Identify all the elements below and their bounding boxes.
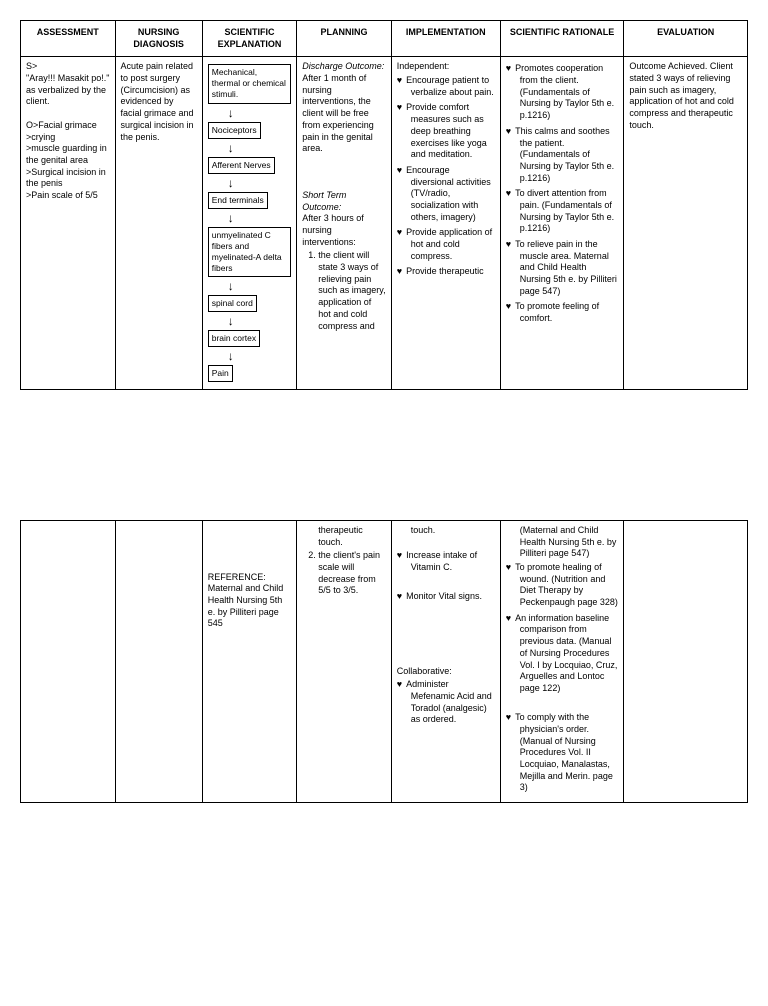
rat-item: Promotes cooperation from the client. (F… bbox=[506, 63, 619, 121]
short-list: the client will state 3 ways of relievin… bbox=[302, 250, 386, 332]
rat-item: To divert attention from pain. (Fundamen… bbox=[506, 188, 619, 235]
flow-box: End terminals bbox=[208, 192, 268, 209]
planning-cell-2: therapeutic touch. the client's pain sca… bbox=[297, 520, 392, 802]
nursing-care-plan-table: ASSESSMENT NURSING DIAGNOSIS SCIENTIFIC … bbox=[20, 20, 748, 390]
assessment-s-text: "Aray!!! Masakit po!." as verbalized by … bbox=[26, 73, 110, 108]
short-intro: After 3 hours of nursing interventions: bbox=[302, 213, 386, 248]
assessment-o-item: >Surgical incision in the penis bbox=[26, 167, 110, 190]
evaluation-text: Outcome Achieved. Client stated 3 ways o… bbox=[629, 61, 742, 131]
discharge-label: Discharge Outcome: bbox=[302, 61, 386, 73]
short-label: Short Term Outcome: bbox=[302, 190, 386, 213]
independent-list: Encourage patient to verbalize about pai… bbox=[397, 75, 495, 278]
ind-item: Encourage patient to verbalize about pai… bbox=[397, 75, 495, 98]
rationale-cell: Promotes cooperation from the client. (F… bbox=[500, 57, 624, 390]
short-item-2: the client's pain scale will decrease fr… bbox=[318, 550, 386, 597]
ind-item: Encourage diversional activities (TV/rad… bbox=[397, 165, 495, 223]
arrow-icon: ↓ bbox=[228, 142, 292, 154]
rat-item: An information baseline comparison from … bbox=[506, 613, 619, 695]
assessment-cell: S> "Aray!!! Masakit po!." as verbalized … bbox=[21, 57, 116, 390]
arrow-icon: ↓ bbox=[228, 107, 292, 119]
flow-box: Pain bbox=[208, 365, 233, 382]
header-assessment: ASSESSMENT bbox=[21, 21, 116, 57]
flow-box: brain cortex bbox=[208, 330, 260, 347]
rat-item: To relieve pain in the muscle area. Mate… bbox=[506, 239, 619, 297]
nursing-care-plan-table-2: REFERENCE: Maternal and Child Health Nur… bbox=[20, 520, 748, 803]
diagnosis-cell-2 bbox=[115, 520, 202, 802]
flow-box: Nociceptors bbox=[208, 122, 261, 139]
assessment-s-label: S> bbox=[26, 61, 110, 73]
rat-item: This calms and soothes the patient. (Fun… bbox=[506, 126, 619, 184]
discharge-text: After 1 month of nursing interventions, … bbox=[302, 73, 386, 155]
evaluation-cell: Outcome Achieved. Client stated 3 ways o… bbox=[624, 57, 748, 390]
evaluation-cell-2 bbox=[624, 520, 748, 802]
flow-box: unmyelinated C fibers and myelinated-A d… bbox=[208, 227, 292, 277]
arrow-icon: ↓ bbox=[228, 350, 292, 362]
flow-box: Afferent Nerves bbox=[208, 157, 275, 174]
diagnosis-cell: Acute pain related to post surgery (Circ… bbox=[115, 57, 202, 390]
collab-list: Administer Mefenamic Acid and Toradol (a… bbox=[397, 679, 495, 726]
rat-item: To comply with the physician's order. (M… bbox=[506, 712, 619, 794]
diagnosis-text: Acute pain related to post surgery (Circ… bbox=[121, 61, 197, 143]
assessment-cell-2 bbox=[21, 520, 116, 802]
header-row: ASSESSMENT NURSING DIAGNOSIS SCIENTIFIC … bbox=[21, 21, 748, 57]
header-rationale: SCIENTIFIC RATIONALE bbox=[500, 21, 624, 57]
rat-item: To promote feeling of comfort. bbox=[506, 301, 619, 324]
ind-item: Monitor Vital signs. bbox=[397, 591, 495, 603]
arrow-icon: ↓ bbox=[228, 177, 292, 189]
header-diagnosis: NURSING DIAGNOSIS bbox=[115, 21, 202, 57]
assessment-o-label: O>Facial grimace bbox=[26, 120, 110, 132]
assessment-o-item: >crying bbox=[26, 132, 110, 144]
content-row-1: S> "Aray!!! Masakit po!." as verbalized … bbox=[21, 57, 748, 390]
independent-list-3: Monitor Vital signs. bbox=[397, 591, 495, 603]
content-row-2: REFERENCE: Maternal and Child Health Nur… bbox=[21, 520, 748, 802]
header-implementation: IMPLEMENTATION bbox=[391, 21, 500, 57]
ind-item: Increase intake of Vitamin C. bbox=[397, 550, 495, 573]
independent-list-2: Increase intake of Vitamin C. bbox=[397, 550, 495, 573]
ref-label: REFERENCE: bbox=[208, 572, 292, 584]
arrow-icon: ↓ bbox=[228, 315, 292, 327]
ind-item: Provide therapeutic bbox=[397, 266, 495, 278]
rationale-list-3: To comply with the physician's order. (M… bbox=[506, 712, 619, 794]
flow-box: spinal cord bbox=[208, 295, 257, 312]
short-1b: therapeutic touch. bbox=[302, 525, 386, 548]
rationale-list: Promotes cooperation from the client. (F… bbox=[506, 63, 619, 324]
independent-label: Independent: bbox=[397, 61, 495, 73]
implementation-cell-2: touch. Increase intake of Vitamin C. Mon… bbox=[391, 520, 500, 802]
collab-label: Collaborative: bbox=[397, 666, 495, 678]
flow-box: Mechanical, thermal or chemical stimuli. bbox=[208, 64, 292, 103]
short-list-2: the client's pain scale will decrease fr… bbox=[302, 550, 386, 597]
header-evaluation: EVALUATION bbox=[624, 21, 748, 57]
page-gap bbox=[20, 390, 748, 520]
rationale-list-2: To promote healing of wound. (Nutrition … bbox=[506, 562, 619, 695]
explanation-cell-2: REFERENCE: Maternal and Child Health Nur… bbox=[202, 520, 297, 802]
rationale-cell-2: (Maternal and Child Health Nursing 5th e… bbox=[500, 520, 624, 802]
arrow-icon: ↓ bbox=[228, 280, 292, 292]
ind-cont: touch. bbox=[397, 525, 495, 537]
arrow-icon: ↓ bbox=[228, 212, 292, 224]
collab-item: Administer Mefenamic Acid and Toradol (a… bbox=[397, 679, 495, 726]
assessment-o-item: >muscle guarding in the genital area bbox=[26, 143, 110, 166]
short-item-1: the client will state 3 ways of relievin… bbox=[318, 250, 386, 332]
ind-item: Provide comfort measures such as deep br… bbox=[397, 102, 495, 160]
rat-item: To promote healing of wound. (Nutrition … bbox=[506, 562, 619, 609]
header-planning: PLANNING bbox=[297, 21, 392, 57]
header-explanation: SCIENTIFIC EXPLANATION bbox=[202, 21, 297, 57]
planning-cell: Discharge Outcome: After 1 month of nurs… bbox=[297, 57, 392, 390]
implementation-cell: Independent: Encourage patient to verbal… bbox=[391, 57, 500, 390]
ref-text: Maternal and Child Health Nursing 5th e.… bbox=[208, 583, 292, 630]
ind-item: Provide application of hot and cold comp… bbox=[397, 227, 495, 262]
assessment-o-item: >Pain scale of 5/5 bbox=[26, 190, 110, 202]
explanation-cell: Mechanical, thermal or chemical stimuli.… bbox=[202, 57, 297, 390]
rat-pre: (Maternal and Child Health Nursing 5th e… bbox=[506, 525, 619, 560]
